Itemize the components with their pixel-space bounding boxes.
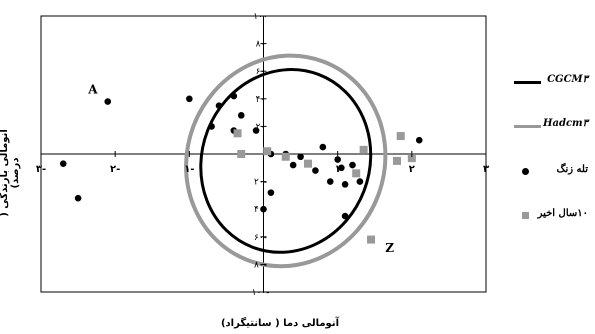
- x-axis-label: آنومالی دما ( سانتیگراد): [220, 318, 340, 329]
- tick-labels: ۳- ۲- ۱- ۱ ۲ ۳ ۱۰۰ ۸۰ ۶۰ ۴۰ ۲۰ ۲۰- ۴۰- ۶۰- ۸۰- ۱۰۰-: [36, 12, 489, 298]
- observed-point: [104, 98, 112, 105]
- ellipse-cgcm3: [199, 68, 373, 254]
- recent-point: [367, 235, 376, 244]
- observed-point: [312, 167, 319, 174]
- recent-point: [237, 150, 246, 158]
- annotation-label: A: [87, 82, 98, 96]
- y-tick-label: ۴۰: [256, 95, 266, 105]
- legend-label: Hadcm۳: [543, 118, 588, 129]
- x-tick-label: ۱: [335, 164, 341, 175]
- observed-point: [334, 156, 341, 163]
- observed-point: [289, 161, 297, 169]
- x-tick-label: ۳-: [36, 164, 46, 175]
- observed-point: [356, 178, 364, 185]
- legend-line-black: [514, 72, 544, 92]
- y-tick-label: ۶۰: [256, 67, 266, 77]
- legend-item-hadcm3: Hadcm۳: [514, 116, 594, 136]
- legend-line-gray: [514, 116, 544, 136]
- legend-circle-marker: [514, 162, 544, 182]
- observed-point: [349, 161, 356, 169]
- ellipse-hadcm3: [184, 53, 388, 269]
- observed-point: [338, 164, 345, 172]
- observed-point: [237, 112, 245, 119]
- legend-item-cgcm3: CGCM۳: [514, 72, 594, 92]
- confidence-ellipses: [184, 53, 388, 269]
- observed-point: [415, 136, 423, 144]
- recent-point: [359, 145, 368, 154]
- y-tick-label: ۲۰: [256, 122, 266, 132]
- observed-point: [252, 127, 260, 134]
- x-tick-label: ۲-: [110, 164, 120, 175]
- legend-label: ۱۰سال اخیر: [537, 208, 588, 219]
- observed-point: [319, 143, 327, 151]
- recent-point: [233, 129, 242, 138]
- recent-point: [281, 152, 290, 161]
- recent-point: [393, 156, 401, 165]
- data-points: [59, 92, 423, 244]
- y-tick-label: ۸۰: [256, 40, 266, 50]
- y-axis-label: آنومالی بارندگی ( درصد): [0, 129, 21, 217]
- annotations: AZ: [87, 82, 394, 255]
- observed-point: [297, 153, 304, 161]
- observed-point: [341, 212, 349, 220]
- observed-point: [267, 189, 275, 196]
- observed-point: [326, 178, 334, 185]
- observed-point: [215, 102, 223, 109]
- x-tick-label: ۱-: [184, 164, 194, 175]
- observed-point: [59, 160, 67, 167]
- recent-point: [407, 154, 416, 163]
- x-tick-label: ۳: [483, 164, 489, 175]
- legend-square-marker: [514, 206, 544, 226]
- observed-point: [74, 194, 82, 202]
- observed-point: [186, 95, 193, 103]
- recent-point: [263, 147, 272, 156]
- y-tick-label: ۲۰-: [254, 178, 267, 188]
- legend-item-recent: ۱۰سال اخیر: [514, 206, 594, 226]
- y-tick-label: ۶۰-: [254, 233, 267, 243]
- y-tick-label: ۸۰-: [254, 260, 267, 270]
- legend-label: تله زنگ: [556, 164, 589, 175]
- y-tick-label: ۱۰۰: [253, 12, 268, 22]
- recent-point: [352, 169, 361, 178]
- recent-point: [396, 132, 405, 141]
- annotation-label: Z: [385, 241, 394, 255]
- legend-item-observed: تله زنگ: [514, 162, 594, 182]
- legend-label: CGCM۳: [547, 74, 588, 85]
- y-tick-label: ۴۰-: [254, 205, 267, 215]
- observed-point: [230, 92, 238, 100]
- x-tick-label: ۲: [409, 164, 415, 175]
- y-tick-label: ۱۰۰-: [252, 288, 270, 298]
- observed-point: [208, 123, 215, 130]
- observed-point: [341, 181, 349, 188]
- recent-point: [304, 159, 312, 168]
